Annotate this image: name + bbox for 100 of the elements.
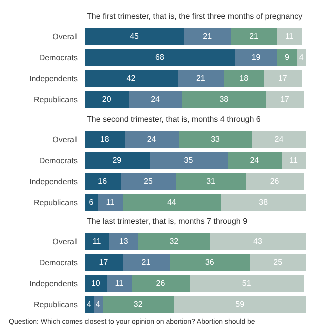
bar — [85, 194, 98, 211]
bar — [250, 254, 306, 271]
chart-title: The first trimester, that is, the first three months of pregnancy — [87, 12, 303, 21]
y-tick-label: Overall — [52, 32, 78, 42]
bar — [125, 131, 179, 148]
bar — [278, 28, 302, 45]
bar — [85, 275, 108, 292]
bar — [282, 152, 306, 169]
bar — [85, 49, 236, 66]
bar — [107, 275, 132, 292]
bar — [246, 173, 304, 190]
y-tick-label: Overall — [52, 237, 78, 246]
bar — [85, 91, 130, 108]
bar — [120, 173, 177, 190]
bar — [132, 275, 190, 292]
bar — [85, 28, 185, 45]
bar — [102, 296, 174, 313]
data-label: 9 — [285, 53, 290, 62]
data-label: 11 — [106, 198, 116, 207]
bar — [221, 194, 306, 211]
bar — [94, 296, 103, 313]
bar — [123, 194, 222, 211]
data-label: 20 — [102, 95, 112, 104]
data-label: 33 — [211, 135, 221, 144]
bar — [98, 194, 124, 211]
data-label: 26 — [270, 177, 280, 186]
bar — [85, 296, 94, 313]
bar — [190, 275, 304, 292]
data-label: 38 — [220, 95, 230, 104]
bar — [174, 296, 306, 313]
data-label: 16 — [98, 177, 108, 186]
chart-title: The second trimester, that is, months 4 through 6 — [87, 115, 262, 124]
bar — [129, 91, 182, 108]
data-label: 43 — [254, 237, 264, 246]
data-label: 4 — [86, 300, 92, 309]
data-label: 32 — [134, 300, 144, 309]
y-tick-label: Independents — [30, 177, 78, 186]
data-label: 17 — [280, 95, 290, 104]
y-tick-label: Republicans — [34, 95, 78, 104]
bar — [182, 91, 267, 108]
data-label: 29 — [112, 156, 122, 165]
data-label: 35 — [184, 156, 194, 165]
bar — [110, 233, 139, 250]
data-label: 68 — [156, 53, 165, 62]
bar — [85, 173, 121, 190]
chart-title: The last trimester, that is, months 7 through 9 — [87, 217, 248, 226]
data-label: 24 — [250, 156, 260, 165]
bar — [210, 233, 306, 250]
data-label: 11 — [290, 156, 298, 165]
data-label: 10 — [91, 279, 101, 288]
bar — [85, 70, 178, 87]
data-label: 36 — [205, 258, 215, 267]
bar — [224, 70, 264, 87]
y-tick-label: Democrats — [39, 53, 78, 62]
data-label: 13 — [119, 237, 129, 246]
bar — [264, 70, 302, 87]
data-label: 32 — [170, 237, 180, 246]
bar — [85, 233, 110, 250]
data-label: 11 — [115, 279, 124, 288]
bar — [85, 131, 126, 148]
data-label: 21 — [142, 258, 152, 267]
y-tick-label: Republicans — [34, 300, 78, 310]
bar — [178, 131, 253, 148]
bar — [252, 131, 306, 148]
data-label: 17 — [278, 74, 288, 83]
bar — [85, 152, 150, 169]
data-label: 51 — [242, 279, 252, 288]
data-label: 24 — [274, 135, 284, 144]
bar — [85, 254, 124, 271]
y-tick-label: Republicans — [34, 198, 78, 208]
bar — [298, 49, 306, 66]
data-label: 38 — [259, 198, 269, 207]
data-label: 44 — [167, 198, 177, 207]
y-tick-label: Overall — [52, 135, 78, 144]
data-label: 19 — [252, 53, 262, 62]
y-tick-label: Democrats — [39, 156, 78, 166]
data-label: 25 — [144, 177, 154, 186]
data-label: 24 — [147, 135, 157, 144]
data-label: 11 — [285, 32, 294, 41]
data-label: 59 — [236, 300, 246, 309]
bar — [231, 28, 278, 45]
bar — [184, 28, 232, 45]
data-label: 24 — [151, 95, 161, 104]
data-label: 26 — [156, 279, 166, 288]
bar — [138, 233, 210, 250]
data-label: 21 — [203, 32, 213, 41]
bar — [266, 91, 304, 108]
data-label: 11 — [92, 237, 102, 246]
y-tick-label: Independents — [30, 279, 78, 288]
y-tick-label: Democrats — [39, 258, 78, 268]
data-label: 18 — [240, 74, 250, 83]
data-label: 21 — [196, 74, 206, 83]
data-label: 45 — [130, 32, 140, 41]
data-label: 6 — [89, 198, 94, 207]
data-label: 18 — [100, 135, 110, 144]
bar — [123, 254, 170, 271]
bar — [228, 152, 282, 169]
bar — [176, 173, 246, 190]
data-label: 17 — [99, 258, 109, 267]
data-label: 4 — [299, 53, 304, 62]
